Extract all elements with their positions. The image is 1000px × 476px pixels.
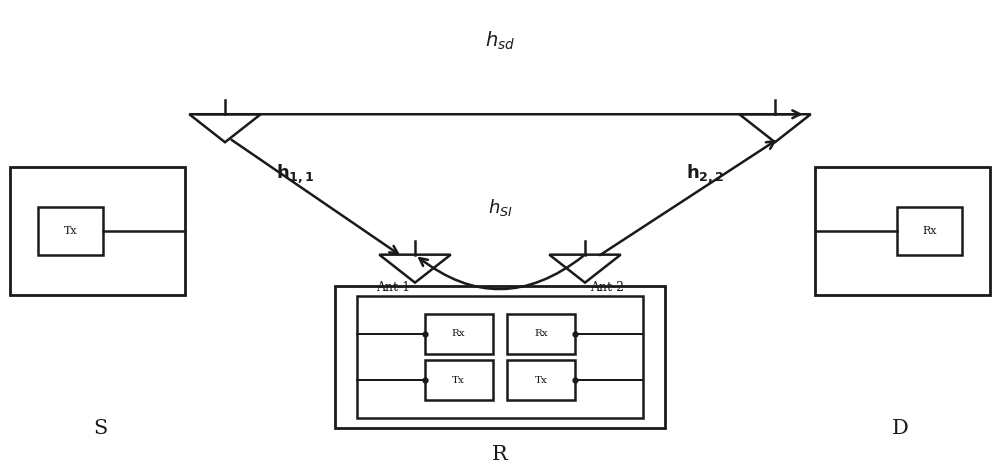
Bar — [507, 314, 575, 354]
Text: $\mathbf{h_{2,2}}$: $\mathbf{h_{2,2}}$ — [686, 162, 724, 185]
Text: S: S — [93, 419, 107, 438]
Bar — [357, 296, 643, 418]
Text: Rx: Rx — [922, 226, 937, 236]
Text: $h_{sd}$: $h_{sd}$ — [485, 30, 515, 51]
Bar — [38, 207, 103, 255]
Text: Rx: Rx — [535, 329, 548, 338]
Text: Tx: Tx — [452, 376, 465, 385]
Text: $h_{SI}$: $h_{SI}$ — [488, 197, 512, 218]
Text: Tx: Tx — [535, 376, 548, 385]
Bar — [335, 286, 665, 428]
Bar — [815, 167, 990, 295]
Bar — [10, 167, 185, 295]
Bar — [897, 207, 962, 255]
Text: R: R — [492, 445, 508, 464]
Text: Ant-2: Ant-2 — [590, 281, 624, 295]
FancyArrowPatch shape — [419, 257, 583, 289]
Bar — [424, 360, 492, 400]
Bar — [507, 360, 575, 400]
Text: Tx: Tx — [64, 226, 77, 236]
Text: $\mathbf{h_{1,1}}$: $\mathbf{h_{1,1}}$ — [276, 162, 314, 185]
Text: Ant-1: Ant-1 — [376, 281, 410, 295]
Bar — [424, 314, 492, 354]
Text: D: D — [892, 419, 908, 438]
Text: Rx: Rx — [452, 329, 465, 338]
